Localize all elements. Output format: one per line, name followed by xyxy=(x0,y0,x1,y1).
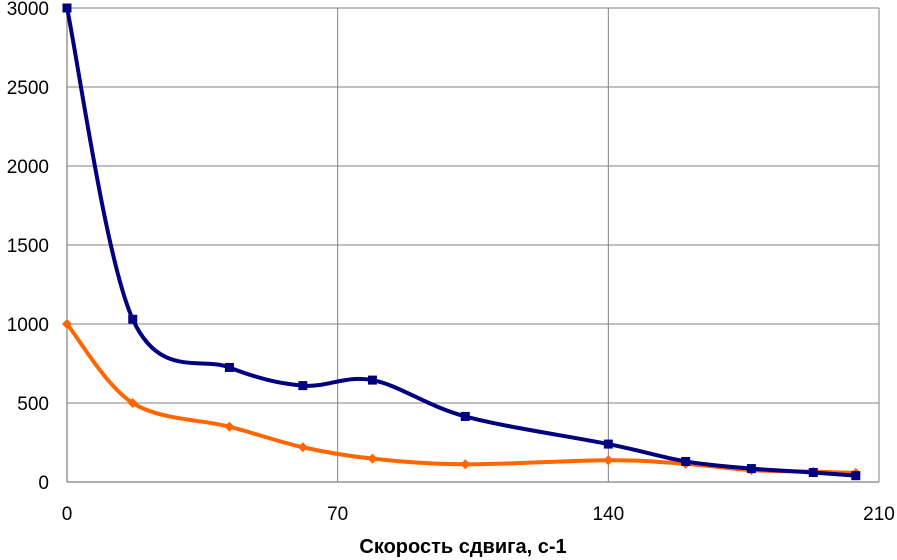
axes xyxy=(66,8,879,483)
data-point-diamond xyxy=(367,453,378,464)
data-point-square xyxy=(746,464,756,474)
data-point-square xyxy=(681,456,691,466)
data-point-square xyxy=(367,375,377,385)
data-point-square xyxy=(128,314,138,324)
y-tick-label: 1000 xyxy=(7,315,49,336)
data-point-square xyxy=(460,411,470,421)
data-point-diamond xyxy=(460,459,471,470)
series-2 xyxy=(62,319,861,478)
data-point-square xyxy=(603,439,613,449)
data-point-square xyxy=(808,468,818,478)
data-point-diamond xyxy=(224,421,235,432)
series-line xyxy=(65,322,858,475)
data-point-square xyxy=(298,381,308,391)
data-point-diamond xyxy=(127,398,138,408)
series-group xyxy=(62,3,861,481)
y-tick-label: 500 xyxy=(17,394,49,415)
data-point-diamond xyxy=(62,319,72,329)
series-line xyxy=(65,6,858,478)
y-tick-label: 3000 xyxy=(7,0,49,20)
data-point-square xyxy=(224,362,234,372)
data-point-square xyxy=(62,3,72,13)
x-tick-label: 0 xyxy=(62,504,73,525)
y-tick-label: 2000 xyxy=(7,157,49,178)
y-tick-label: 1500 xyxy=(7,236,49,257)
x-axis-title: Скорость сдвига, с-1 xyxy=(359,536,566,558)
data-point-square xyxy=(851,471,861,481)
grid xyxy=(67,7,880,482)
x-tick-label: 140 xyxy=(592,504,624,525)
data-point-diamond xyxy=(297,442,308,453)
tick-labels: 0 500 1000 1500 2000 2500 3000 0 70 140 210 xyxy=(7,0,895,525)
data-point-diamond xyxy=(603,455,614,466)
series-1 xyxy=(62,3,861,481)
x-tick-label: 70 xyxy=(327,504,348,525)
x-tick-label: 210 xyxy=(863,504,895,525)
y-tick-label: 0 xyxy=(38,473,49,494)
y-tick-label: 2500 xyxy=(7,78,49,99)
